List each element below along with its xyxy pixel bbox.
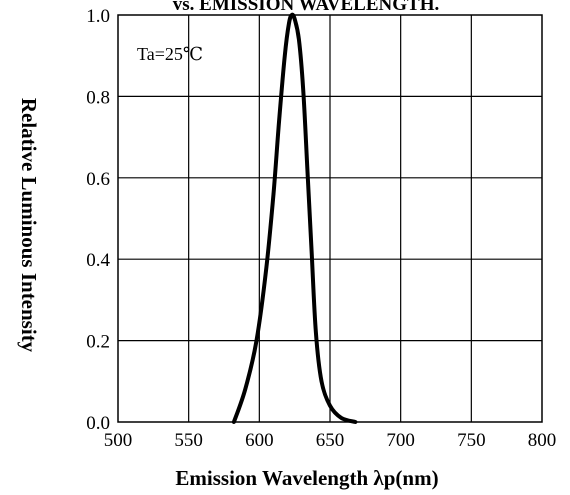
x-tick-label: 650 — [316, 430, 345, 451]
x-tick-label: 800 — [528, 430, 557, 451]
y-tick-label: 0.6 — [86, 169, 110, 190]
y-tick-label: 0.8 — [86, 87, 110, 108]
y-tick-label: 0.2 — [86, 332, 110, 353]
x-axis-label: Emission Wavelength λp(nm) — [175, 466, 438, 490]
y-tick-label: 0.4 — [86, 250, 110, 271]
x-tick-label: 500 — [104, 430, 133, 451]
grid — [118, 15, 542, 422]
series-line — [231, 12, 358, 424]
x-tick-labels: 500 550 600 650 700 750 800 — [104, 430, 557, 451]
x-tick-label: 750 — [457, 430, 486, 451]
x-tick-label: 600 — [245, 430, 274, 451]
chart-title: vs. EMISSION WAVELENGTH. — [173, 0, 439, 15]
x-tick-label: 550 — [174, 430, 203, 451]
temperature-annotation: Ta=25℃ — [137, 44, 203, 64]
y-axis-label: Relative Luminous Intensity — [17, 98, 41, 353]
y-tick-labels: 0.0 0.2 0.4 0.6 0.8 1.0 — [86, 6, 110, 434]
y-tick-label: 0.0 — [86, 413, 110, 434]
x-tick-label: 700 — [386, 430, 415, 451]
plot-frame — [117, 14, 543, 423]
y-tick-label: 1.0 — [86, 6, 110, 27]
